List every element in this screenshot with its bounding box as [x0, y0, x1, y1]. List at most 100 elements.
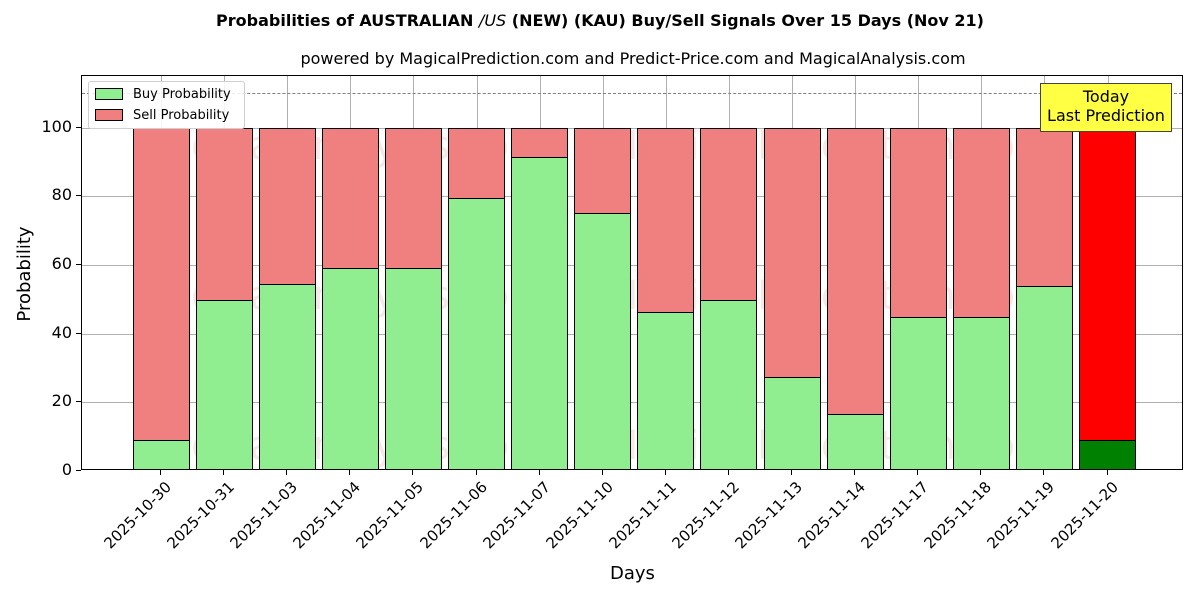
- x-tick-mark: [475, 470, 477, 475]
- sell-segment: [700, 127, 758, 302]
- y-tick-label: 100: [41, 116, 72, 136]
- reference-line: [82, 93, 1182, 95]
- sell-segment: [574, 127, 632, 214]
- y-tick-label: 60: [51, 253, 72, 273]
- x-tick-mark: [538, 470, 540, 475]
- bar-2025-10-31: [195, 76, 253, 469]
- legend: Buy Probability Sell Probability: [88, 81, 245, 129]
- x-tick-label: 2025-11-11: [605, 478, 680, 553]
- x-axis-label: Days: [610, 563, 655, 584]
- sell-segment: [132, 127, 190, 442]
- bar-2025-11-18: [952, 76, 1010, 469]
- buy-segment: [889, 316, 947, 469]
- buy-segment: [448, 198, 505, 469]
- bar-2025-11-19: [1015, 76, 1073, 469]
- buy-segment: [574, 212, 632, 469]
- x-tick-label: 2025-11-17: [857, 478, 933, 553]
- x-tick-mark: [980, 470, 982, 475]
- buy-segment: [700, 300, 758, 469]
- x-tick-label: 2025-11-19: [983, 478, 1059, 553]
- x-tick-mark: [917, 470, 919, 475]
- x-tick-label: 2025-11-12: [668, 478, 743, 553]
- y-tick-label: 40: [51, 322, 72, 342]
- sell-segment: [826, 127, 884, 415]
- chart-title: Probabilities of AUSTRALIAN /US (NEW) (K…: [216, 11, 984, 30]
- bar-2025-11-17: [889, 76, 947, 469]
- grid-line-h: [82, 127, 1182, 129]
- y-tick-mark: [76, 401, 81, 403]
- x-tick-label: 2025-11-06: [416, 478, 491, 553]
- sell-segment: [195, 127, 253, 301]
- legend-label-buy: Buy Probability: [133, 86, 231, 102]
- x-tick-mark: [1043, 470, 1045, 475]
- annotation-line-2: Last Prediction: [1047, 106, 1165, 125]
- y-tick-label: 80: [51, 185, 72, 205]
- legend-item-sell: Sell Probability: [95, 107, 229, 123]
- y-tick-mark: [76, 126, 81, 128]
- sell-segment: [384, 127, 442, 270]
- buy-segment: [132, 440, 190, 469]
- buy-segment: [1015, 286, 1073, 469]
- sell-segment: [1079, 127, 1136, 442]
- buy-segment: [384, 268, 442, 469]
- today-annotation: Today Last Prediction: [1040, 83, 1172, 132]
- bar-2025-11-03: [258, 76, 316, 469]
- plot-area: MagicalAnalysis.comMagicalPrediction.com…: [81, 75, 1183, 470]
- legend-item-buy: Buy Probability: [95, 86, 231, 102]
- y-tick-mark: [76, 263, 81, 265]
- sell-segment: [763, 127, 821, 378]
- buy-swatch-icon: [95, 88, 123, 100]
- x-tick-mark: [160, 470, 161, 475]
- x-tick-mark: [601, 470, 603, 475]
- buy-segment: [952, 316, 1010, 469]
- x-tick-mark: [223, 470, 225, 475]
- x-tick-mark: [1106, 470, 1108, 475]
- x-tick-label: 2025-11-14: [794, 478, 870, 553]
- y-tick-mark: [76, 195, 81, 197]
- buy-segment: [195, 299, 253, 469]
- bar-2025-11-20: [1079, 76, 1136, 469]
- x-tick-mark: [791, 470, 792, 475]
- sell-segment: [321, 127, 379, 270]
- y-axis-label: Probability: [14, 226, 35, 322]
- bar-2025-11-04: [321, 76, 379, 469]
- x-tick-label: 2025-10-30: [100, 478, 175, 553]
- bar-2025-11-13: [763, 76, 821, 469]
- y-tick-mark: [76, 332, 81, 334]
- chart-subtitle: powered by MagicalPrediction.com and Pre…: [300, 49, 966, 68]
- x-tick-mark: [854, 470, 856, 475]
- x-tick-label: 2025-11-05: [352, 478, 428, 553]
- bar-2025-11-14: [826, 76, 884, 469]
- bar-2025-10-30: [132, 76, 190, 469]
- buy-segment: [511, 157, 569, 469]
- bar-2025-11-11: [637, 76, 695, 469]
- bar-2025-11-06: [448, 76, 505, 469]
- grid-line-h: [82, 264, 1182, 266]
- y-tick-label: 20: [51, 391, 72, 411]
- annotation-line-1: Today: [1082, 87, 1130, 106]
- sell-segment: [1015, 127, 1073, 288]
- x-tick-label: 2025-10-31: [163, 478, 239, 553]
- y-tick-mark: [76, 470, 81, 471]
- bar-2025-11-05: [384, 76, 442, 469]
- sell-swatch-icon: [95, 109, 123, 121]
- x-tick-mark: [664, 470, 666, 475]
- x-tick-label: 2025-11-10: [542, 478, 617, 553]
- x-tick-label: 2025-11-20: [1047, 478, 1122, 553]
- y-tick-label: 0: [61, 460, 72, 479]
- buy-segment: [763, 376, 821, 469]
- sell-segment: [952, 127, 1010, 318]
- buy-segment: [321, 268, 379, 469]
- sell-segment: [637, 127, 695, 314]
- buy-segment: [637, 312, 695, 469]
- buy-segment: [1079, 440, 1136, 469]
- grid-line-h: [82, 402, 1182, 404]
- sell-segment: [448, 127, 505, 200]
- grid-line-h: [82, 333, 1182, 335]
- x-tick-label: 2025-11-04: [289, 478, 365, 553]
- x-tick-label: 2025-11-03: [226, 478, 302, 553]
- buy-segment: [826, 413, 884, 469]
- sell-segment: [511, 127, 569, 159]
- x-tick-mark: [727, 470, 729, 475]
- sell-segment: [889, 127, 947, 318]
